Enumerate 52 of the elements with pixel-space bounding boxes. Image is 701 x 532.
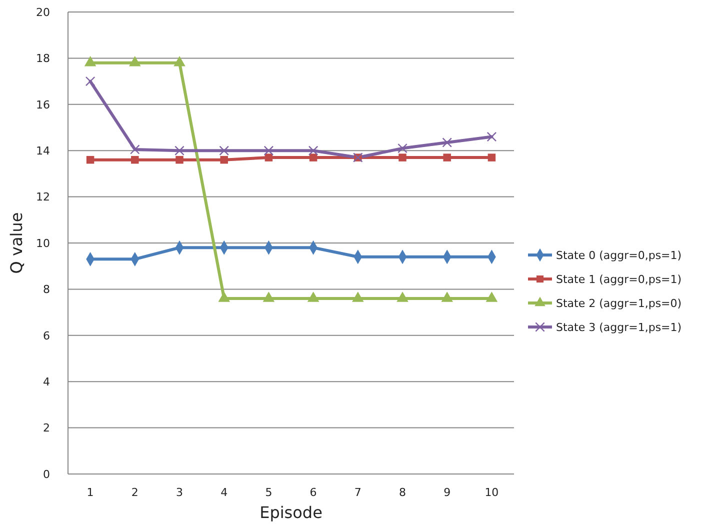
y-tick-label: 8	[43, 283, 50, 296]
x-tick-label: 8	[399, 486, 406, 499]
y-tick-label: 12	[36, 190, 50, 204]
x-axis-title: Episode	[260, 503, 322, 522]
point	[308, 146, 318, 156]
point	[443, 154, 451, 162]
point	[218, 292, 230, 302]
point	[264, 154, 273, 162]
x-tick-label: 1	[86, 486, 94, 499]
point	[131, 156, 139, 164]
point	[396, 292, 408, 302]
y-axis-title: Q value	[7, 212, 26, 274]
y-tick-label: 16	[36, 98, 50, 112]
point	[488, 154, 496, 162]
x-tick-label: 2	[131, 486, 138, 499]
point	[130, 144, 140, 154]
y-tick-label: 14	[36, 144, 50, 158]
point	[262, 292, 275, 302]
point	[220, 156, 228, 164]
x-tick-label: 4	[220, 486, 228, 499]
legend-label: State 0 (aggr=0,ps=1)	[556, 248, 682, 262]
x-tick-label: 7	[354, 486, 362, 499]
y-tick-label: 10	[36, 236, 50, 250]
point	[486, 292, 498, 302]
point	[352, 292, 364, 302]
x-tick-label: 3	[176, 486, 183, 499]
y-tick-label: 18	[36, 52, 50, 66]
point	[307, 292, 320, 302]
point	[219, 146, 229, 156]
y-tick-label: 0	[43, 468, 50, 481]
point	[398, 154, 406, 162]
y-tick-label: 6	[43, 329, 50, 342]
point	[442, 138, 452, 148]
point	[86, 156, 94, 164]
point	[174, 146, 184, 156]
point	[441, 292, 453, 302]
legend-label: State 2 (aggr=1,ps=0)	[556, 296, 682, 310]
y-tick-label: 20	[36, 6, 50, 19]
legend-label: State 3 (aggr=1,ps=1)	[556, 320, 682, 334]
point	[398, 143, 408, 154]
point	[486, 132, 497, 142]
x-tick-label: 6	[310, 486, 317, 499]
x-tick-label: 5	[265, 486, 272, 499]
y-tick-label: 4	[43, 375, 50, 388]
legend-label: State 1 (aggr=0,ps=1)	[556, 272, 682, 286]
point	[309, 154, 318, 162]
x-tick-label: 10	[484, 486, 499, 499]
point	[264, 146, 274, 156]
point	[85, 76, 96, 86]
point	[176, 156, 184, 164]
y-tick-label: 2	[43, 422, 50, 435]
x-tick-label: 9	[444, 486, 451, 499]
